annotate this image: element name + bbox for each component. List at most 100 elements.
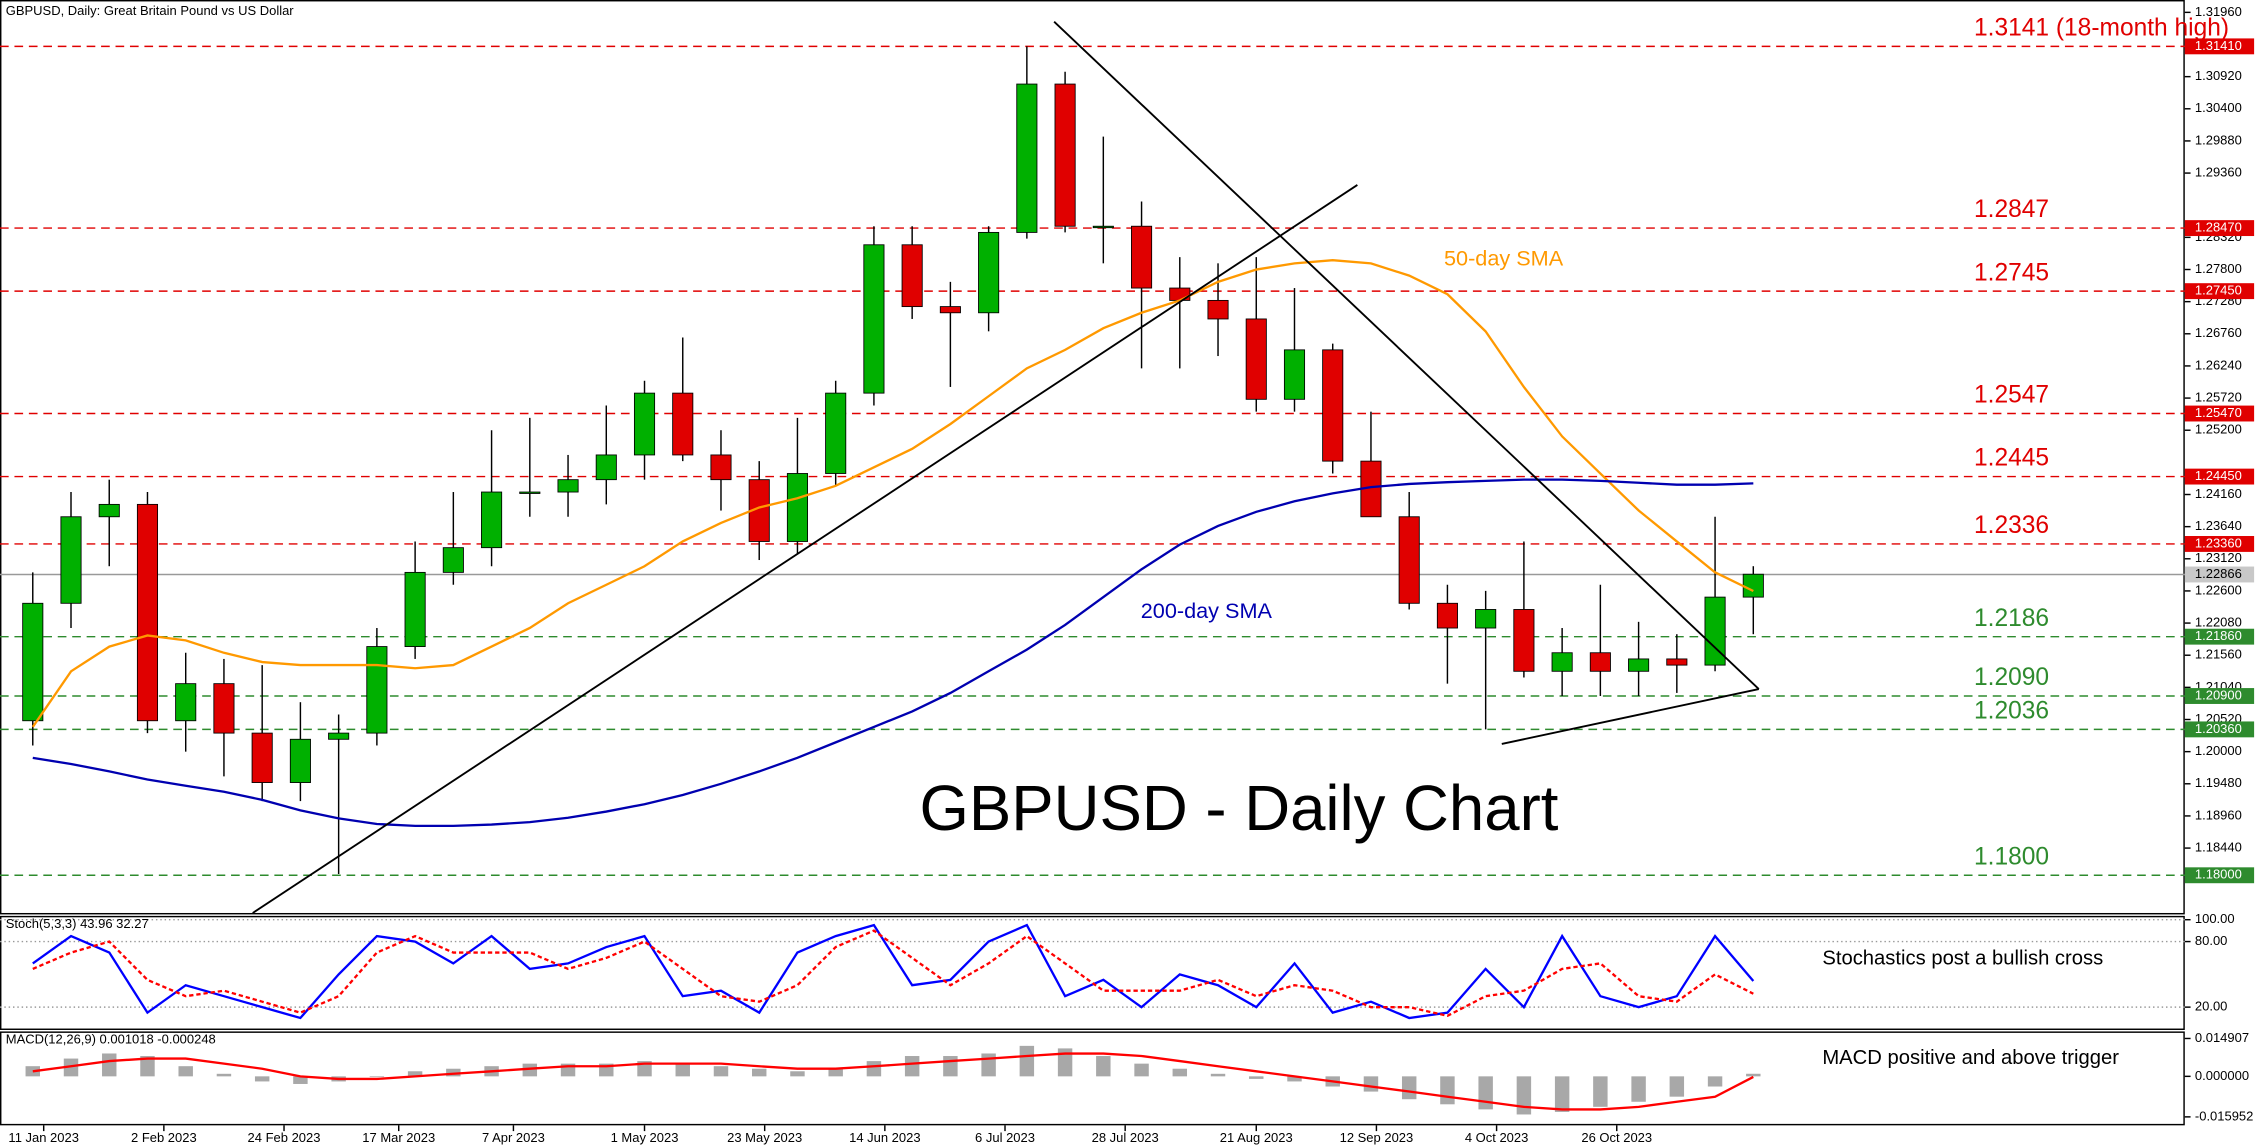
level-axis-label: 1.20900 bbox=[2195, 687, 2242, 702]
histogram-bar bbox=[1134, 1063, 1149, 1077]
y-tick-label: 0.014907 bbox=[2195, 1030, 2249, 1045]
y-tick-label: 1.21560 bbox=[2195, 647, 2242, 662]
histogram-bar bbox=[1746, 1073, 1761, 1077]
histogram-bar bbox=[713, 1066, 729, 1077]
candle-body bbox=[60, 516, 82, 604]
histogram-bar bbox=[828, 1068, 843, 1077]
level-axis-label: 1.18000 bbox=[2195, 867, 2242, 882]
candle-body bbox=[1704, 596, 1726, 666]
y-tick-label: 80.00 bbox=[2195, 933, 2227, 948]
y-tick-label: 1.18440 bbox=[2195, 840, 2242, 855]
trend-line bbox=[1501, 688, 1760, 745]
y-tick-label: 1.23640 bbox=[2195, 518, 2242, 533]
x-tick-label: 28 Jul 2023 bbox=[1092, 1130, 1159, 1145]
trend-line bbox=[1053, 20, 1760, 690]
candle-body bbox=[1092, 225, 1114, 229]
histogram-bar bbox=[1707, 1076, 1723, 1087]
histogram-bar bbox=[178, 1066, 193, 1077]
candle-body bbox=[519, 491, 541, 494]
sma50-label: 50-day SMA bbox=[1444, 246, 1564, 271]
candle-body bbox=[863, 244, 885, 394]
candle-body bbox=[213, 683, 235, 734]
chart-title: GBPUSD, Daily: Great Britain Pound vs US… bbox=[6, 3, 295, 18]
candle-body bbox=[404, 571, 426, 647]
candle-body bbox=[1207, 299, 1229, 320]
stoch-title: Stoch(5,3,3) 43.96 32.27 bbox=[6, 916, 149, 931]
y-tick-label: -0.015952 bbox=[2195, 1108, 2253, 1123]
plot-layer: 1.319601.309201.304001.298801.293601.283… bbox=[0, 4, 2255, 1145]
candle-body bbox=[825, 392, 847, 474]
histogram-bar bbox=[140, 1056, 155, 1077]
histogram-bar bbox=[446, 1068, 461, 1077]
y-tick-label: 1.30400 bbox=[2195, 100, 2242, 115]
stoch-panel-frame bbox=[0, 915, 2185, 1030]
last-price-label: 1.22866 bbox=[2195, 566, 2242, 581]
histogram-bar bbox=[1593, 1076, 1608, 1107]
candle-body bbox=[901, 244, 923, 308]
candle-body bbox=[1245, 318, 1267, 400]
histogram-bar bbox=[1401, 1076, 1417, 1100]
x-tick-label: 4 Oct 2023 bbox=[1465, 1130, 1529, 1145]
x-tick-label: 2 Feb 2023 bbox=[131, 1130, 197, 1145]
x-tick-label: 17 Mar 2023 bbox=[362, 1130, 435, 1145]
candle-body bbox=[1131, 225, 1153, 289]
level-label: 1.2186 bbox=[1974, 605, 2049, 632]
series-line bbox=[32, 1052, 1754, 1111]
series-line bbox=[32, 478, 1754, 828]
candle-body bbox=[557, 479, 579, 493]
candle-body bbox=[1398, 516, 1420, 604]
x-tick-label: 12 Sep 2023 bbox=[1340, 1130, 1414, 1145]
candle-body bbox=[595, 454, 617, 481]
series-line bbox=[32, 923, 1755, 1020]
candle-body bbox=[481, 491, 503, 549]
level-axis-box bbox=[2184, 220, 2255, 237]
y-tick-label: 0.000000 bbox=[2195, 1068, 2249, 1083]
histogram-bar bbox=[1172, 1068, 1188, 1077]
level-axis-box bbox=[2184, 867, 2255, 884]
candle-body bbox=[289, 738, 311, 783]
candle-body bbox=[672, 392, 694, 456]
candle-body bbox=[1666, 658, 1688, 666]
candle-body bbox=[366, 646, 388, 734]
macd-annotation: MACD positive and above trigger bbox=[1822, 1047, 2119, 1069]
candle-body bbox=[710, 454, 732, 481]
histogram-bar bbox=[63, 1058, 79, 1077]
candle-body bbox=[978, 231, 1000, 314]
histogram-bar bbox=[1096, 1056, 1111, 1077]
histogram-bar bbox=[1631, 1076, 1646, 1102]
candle-body bbox=[22, 602, 44, 722]
histogram-bar bbox=[1249, 1076, 1264, 1079]
level-label: 1.2036 bbox=[1974, 698, 2049, 725]
y-tick-label: 1.26760 bbox=[2195, 325, 2242, 340]
histogram-bar bbox=[1478, 1076, 1493, 1110]
histogram-bar bbox=[293, 1076, 308, 1084]
x-tick-label: 11 Jan 2023 bbox=[8, 1130, 79, 1145]
histogram-bar bbox=[675, 1063, 690, 1077]
level-axis-box bbox=[2184, 405, 2255, 422]
y-tick-label: 1.29360 bbox=[2195, 165, 2242, 180]
histogram-bar bbox=[522, 1063, 538, 1077]
histogram-bar bbox=[1363, 1076, 1379, 1092]
level-axis-label: 1.25470 bbox=[2195, 405, 2242, 420]
candle-body bbox=[328, 732, 350, 740]
histogram-bar bbox=[1210, 1073, 1226, 1077]
level-label: 1.2336 bbox=[1974, 512, 2049, 539]
candle-body bbox=[1436, 602, 1458, 629]
level-axis-box bbox=[2184, 468, 2255, 485]
candle-body bbox=[1551, 652, 1573, 672]
series-line bbox=[32, 929, 1754, 1018]
candle-body bbox=[786, 473, 808, 542]
histogram-bar bbox=[1287, 1076, 1302, 1082]
candle-body bbox=[1283, 349, 1306, 400]
trend-line bbox=[252, 184, 1358, 914]
candle-body bbox=[442, 547, 464, 573]
y-tick-label: 1.29880 bbox=[2195, 132, 2242, 147]
y-tick-label: 1.31960 bbox=[2195, 4, 2242, 19]
histogram-bar bbox=[981, 1053, 996, 1077]
candle-body bbox=[1628, 658, 1650, 672]
candle-body bbox=[1742, 573, 1764, 598]
y-tick-label: 1.24160 bbox=[2195, 486, 2242, 501]
macd-title: MACD(12,26,9) 0.001018 -0.000248 bbox=[6, 1032, 216, 1047]
x-tick-label: 24 Feb 2023 bbox=[248, 1130, 321, 1145]
